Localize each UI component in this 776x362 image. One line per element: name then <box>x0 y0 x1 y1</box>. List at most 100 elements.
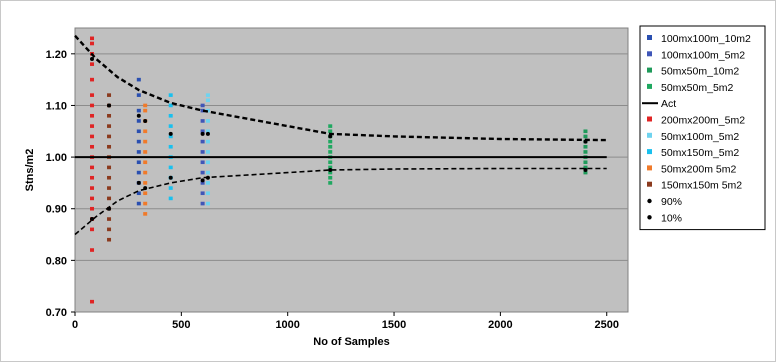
data-point <box>328 165 333 170</box>
data-point <box>205 93 210 97</box>
data-point <box>90 175 95 180</box>
y-tick-label: 0.70 <box>46 307 67 319</box>
legend-swatch <box>647 116 652 122</box>
data-point <box>136 129 141 134</box>
data-point <box>168 144 173 149</box>
data-point <box>168 113 173 118</box>
data-point <box>90 41 95 46</box>
series-50mx50m_10m2 <box>583 129 588 175</box>
legend-item: 50mx50m_5m2 <box>647 82 734 94</box>
data-point <box>200 129 205 134</box>
data-point <box>200 103 205 108</box>
data-point <box>136 93 141 97</box>
data-point <box>168 124 173 128</box>
p10-marker <box>200 178 205 183</box>
data-point <box>168 93 173 97</box>
data-point <box>107 217 112 221</box>
data-point <box>328 175 333 180</box>
x-axis-title: No of Samples <box>313 336 389 348</box>
data-point <box>136 150 141 154</box>
legend-label: 50mx200m 5m2 <box>661 163 736 175</box>
legend-label: 50mx100m_5m2 <box>661 131 739 143</box>
data-point <box>143 129 148 134</box>
p10-marker <box>328 168 333 172</box>
legend-label: 100mx100m_10m2 <box>661 33 751 45</box>
x-tick-label: 0 <box>72 319 78 331</box>
legend-item: 100mx100m_10m2 <box>647 33 751 45</box>
legend-label: 50mx50m_10m2 <box>661 66 739 78</box>
data-point <box>583 150 588 154</box>
data-point <box>90 124 95 128</box>
x-tick-label: 2500 <box>594 319 618 331</box>
p90-marker <box>143 118 148 123</box>
data-point <box>328 144 333 149</box>
x-tick-label: 1500 <box>382 319 406 331</box>
data-point <box>90 77 95 82</box>
legend-item: 50mx100m_5m2 <box>647 131 739 143</box>
data-point <box>205 98 210 103</box>
data-point <box>143 201 148 206</box>
data-point <box>107 175 112 180</box>
legend-swatch <box>647 83 652 89</box>
data-point <box>143 160 148 165</box>
legend-item: 100mx100m_5m2 <box>647 49 745 61</box>
data-point <box>205 181 210 185</box>
x-tick-label: 500 <box>172 319 190 331</box>
series-150mx150m 5m2 <box>107 93 112 242</box>
data-point <box>205 139 210 144</box>
legend-item: Act <box>642 98 676 110</box>
y-tick-label: 1.20 <box>46 49 67 61</box>
data-point <box>328 160 333 165</box>
legend-swatch <box>647 215 652 220</box>
data-point <box>205 201 210 206</box>
p10-marker <box>143 186 148 191</box>
data-point <box>583 134 588 139</box>
data-point <box>143 191 148 196</box>
data-point <box>205 170 210 175</box>
legend-item: 50mx50m_10m2 <box>647 66 739 78</box>
data-point <box>200 181 205 185</box>
p10-marker <box>583 168 588 172</box>
legend-swatch <box>647 149 652 155</box>
legend-label: 150mx150m 5m2 <box>661 180 742 192</box>
p90-marker <box>90 56 95 61</box>
x-tick-label: 1000 <box>275 319 299 331</box>
y-axis-ticks: 0.70 0.80 0.90 1.00 1.10 1.20 <box>46 49 75 319</box>
data-point <box>200 191 205 196</box>
p10-marker <box>205 175 210 180</box>
p90-marker <box>168 131 173 136</box>
data-point <box>205 129 210 134</box>
p10-marker <box>136 180 141 185</box>
data-point <box>107 227 112 232</box>
p90-marker <box>583 139 588 144</box>
p90-marker <box>205 131 210 136</box>
data-point <box>200 201 205 206</box>
data-point <box>143 181 148 185</box>
data-point <box>200 150 205 154</box>
x-axis-ticks: 0 500 1000 1500 2000 2500 <box>72 312 619 331</box>
data-point <box>168 186 173 190</box>
data-point <box>107 113 112 118</box>
legend-item: 50mx150m_5m2 <box>647 147 739 159</box>
data-point <box>90 62 95 66</box>
data-point <box>205 160 210 165</box>
y-tick-label: 1.10 <box>46 100 67 112</box>
data-point <box>200 139 205 144</box>
p90-marker <box>136 113 141 118</box>
data-point <box>328 129 333 134</box>
data-point <box>168 134 173 139</box>
data-point <box>90 227 95 232</box>
legend-label: 50mx50m_5m2 <box>661 82 734 94</box>
legend-label: 200mx200m_5m2 <box>661 115 745 127</box>
percentile-curve-10 <box>74 167 607 236</box>
data-point <box>136 170 141 175</box>
legend-item: 150mx150m 5m2 <box>647 180 742 192</box>
legend-label: 10% <box>661 212 682 224</box>
data-point <box>328 170 333 175</box>
data-point <box>583 144 588 149</box>
data-point <box>143 150 148 154</box>
data-point <box>90 206 95 211</box>
data-point <box>90 103 95 108</box>
data-point <box>90 113 95 118</box>
